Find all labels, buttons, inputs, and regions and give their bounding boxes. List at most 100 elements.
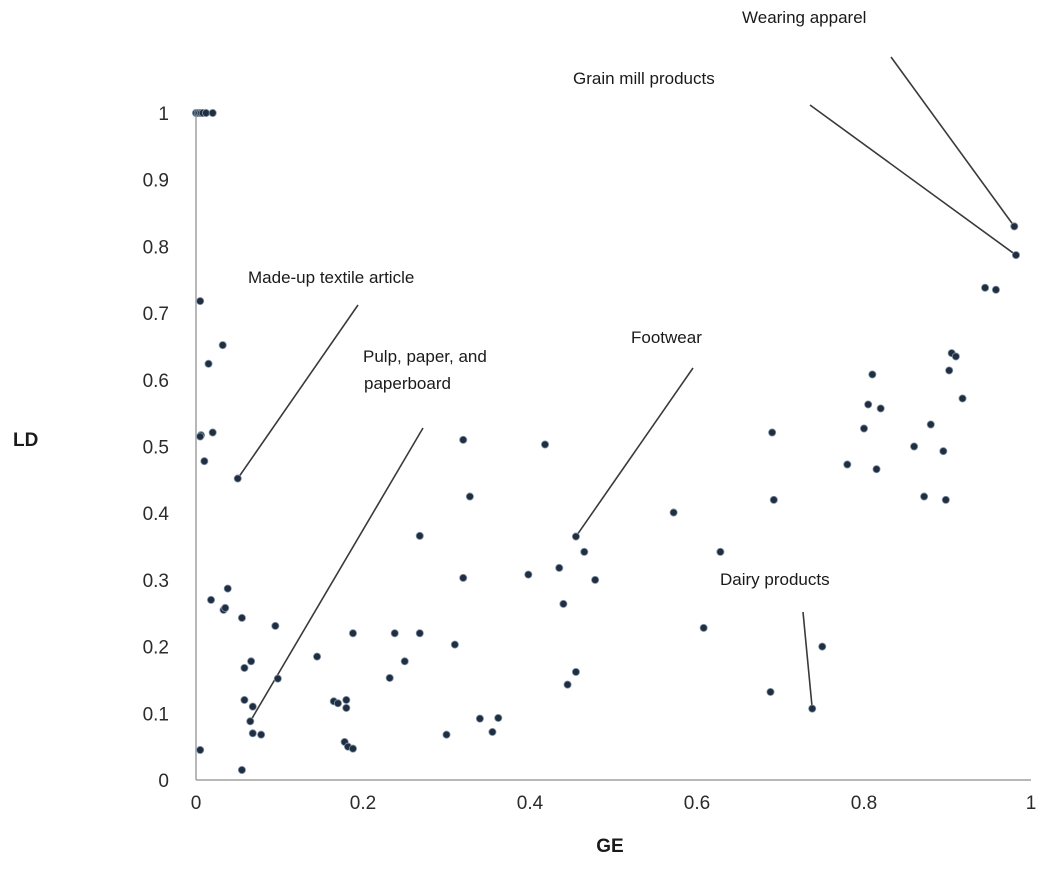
y-tick-label: 0.6 — [143, 371, 169, 392]
annotation-label: Grain mill products — [573, 69, 715, 88]
data-point — [465, 492, 474, 501]
data-point — [910, 442, 919, 451]
data-point — [450, 640, 459, 649]
data-point — [221, 603, 230, 612]
data-point — [571, 532, 580, 541]
data-point — [202, 109, 211, 118]
annotation-leader-line — [802, 611, 814, 709]
y-axis-title: LD — [13, 430, 38, 451]
annotation-leader-line — [575, 367, 694, 538]
data-point — [400, 657, 409, 666]
data-point — [200, 457, 209, 466]
data-point — [843, 460, 852, 469]
data-point — [945, 366, 954, 375]
data-point — [208, 109, 217, 118]
data-point — [233, 474, 242, 483]
data-point — [271, 621, 280, 630]
data-point — [223, 584, 232, 593]
data-point — [237, 765, 246, 774]
data-point — [494, 713, 503, 722]
data-point — [415, 629, 424, 638]
data-point — [237, 613, 246, 622]
data-point — [208, 428, 217, 437]
x-tick-labels: 0 0.2 0.4 0.6 0.8 1 — [191, 793, 1037, 814]
annotation-label: Footwear — [631, 328, 702, 347]
y-tick-label: 0.3 — [143, 571, 169, 592]
annotation-labels: Wearing apparel Grain mill products Made-u… — [248, 8, 866, 589]
data-point — [541, 440, 550, 449]
annotation-label: paperboard — [364, 374, 451, 393]
x-tick-label: 0.6 — [684, 793, 710, 814]
data-point — [951, 352, 960, 361]
data-point — [248, 702, 257, 711]
y-tick-label: 0.7 — [143, 304, 169, 325]
data-point — [766, 687, 775, 696]
annotation-label: Pulp, paper, and — [363, 347, 487, 366]
data-point — [207, 595, 216, 604]
data-point — [769, 495, 778, 504]
x-tick-label: 0.8 — [851, 793, 877, 814]
data-point — [991, 285, 1000, 294]
x-axis-title: GE — [596, 836, 623, 857]
annotation-leaders — [237, 56, 1017, 722]
data-point — [559, 599, 568, 608]
data-point — [818, 642, 827, 651]
data-point — [247, 657, 256, 666]
data-point — [442, 730, 451, 739]
data-point — [348, 629, 357, 638]
data-point — [459, 435, 468, 444]
x-tick-label: 0.4 — [517, 793, 544, 814]
data-point — [488, 727, 497, 736]
y-tick-label: 0.4 — [143, 504, 170, 525]
axes — [195, 113, 1031, 781]
data-point — [876, 404, 885, 413]
data-point — [196, 297, 205, 306]
data-point — [768, 428, 777, 437]
data-point — [860, 424, 869, 433]
annotation-leader-line — [809, 104, 1017, 256]
data-point — [563, 680, 572, 689]
data-point — [196, 745, 205, 754]
y-tick-label: 0.8 — [143, 237, 169, 258]
data-point — [1010, 222, 1019, 231]
data-point — [273, 674, 282, 683]
data-point — [524, 570, 533, 579]
data-point — [926, 420, 935, 429]
data-point — [808, 704, 817, 713]
data-point — [699, 623, 708, 632]
y-tick-label: 0.9 — [143, 171, 169, 192]
data-point — [313, 652, 322, 661]
y-tick-label: 0.5 — [143, 438, 169, 459]
data-point — [1011, 251, 1020, 260]
data-point — [333, 699, 342, 708]
data-point — [475, 714, 484, 723]
data-point — [348, 744, 357, 753]
data-point — [390, 629, 399, 638]
data-point — [555, 563, 564, 572]
data-point — [248, 729, 257, 738]
y-tick-label: 1 — [158, 104, 169, 125]
x-tick-label: 0.2 — [350, 793, 376, 814]
x-tick-label: 0 — [191, 793, 202, 814]
y-tick-label: 0.1 — [143, 704, 169, 725]
annotation-label: Dairy products — [720, 570, 830, 589]
data-point — [240, 663, 249, 672]
annotation-label: Wearing apparel — [742, 8, 866, 27]
data-point — [240, 695, 249, 704]
data-point — [580, 547, 589, 556]
data-point — [257, 730, 266, 739]
data-point — [342, 695, 351, 704]
data-point — [196, 432, 205, 441]
data-point — [920, 492, 929, 501]
data-point — [872, 465, 881, 474]
y-tick-label: 0.2 — [143, 638, 169, 659]
data-point — [716, 547, 725, 556]
data-point — [246, 717, 255, 726]
data-point — [342, 703, 351, 712]
data-point — [939, 447, 948, 456]
data-point — [459, 573, 468, 582]
data-point — [591, 575, 600, 584]
data-point — [941, 495, 950, 504]
annotation-leader-line — [249, 427, 424, 722]
